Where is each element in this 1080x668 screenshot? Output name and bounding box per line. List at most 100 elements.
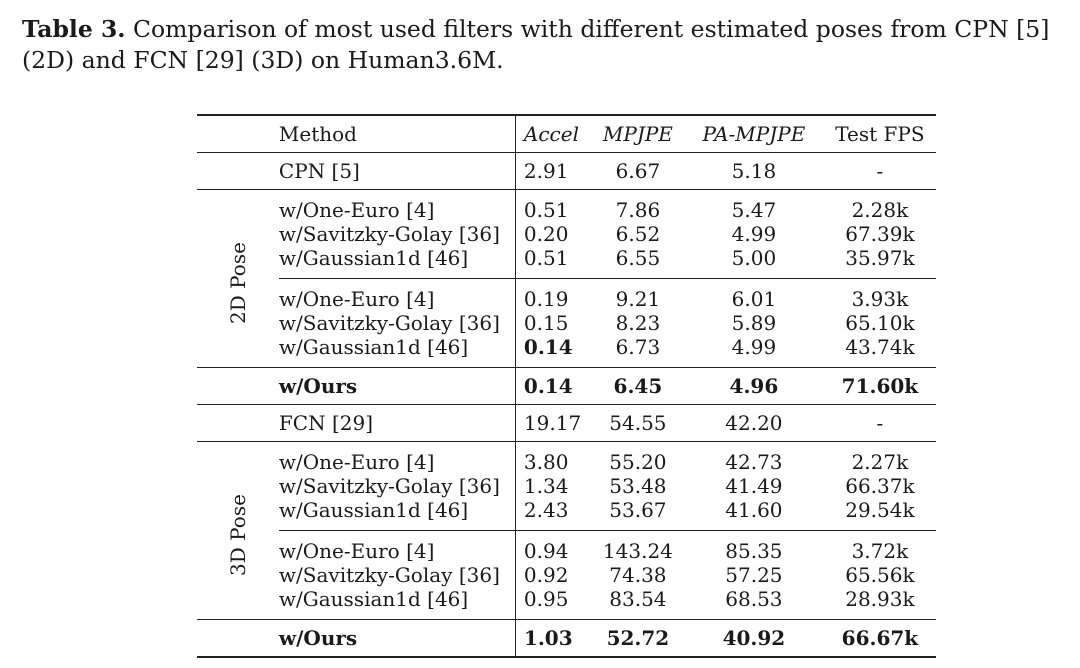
cell-fps: 3.93k (823, 278, 936, 311)
header-mpjpe: MPJPE (591, 114, 684, 153)
header-row: Method Accel MPJPE PA-MPJPE Test FPS (197, 114, 936, 153)
caption-text: Comparison of most used filters with dif… (22, 15, 1050, 74)
cell-pa-mpjpe: 4.99 (731, 335, 777, 359)
header-group-cell (197, 114, 279, 153)
cell-pa-mpjpe: 68.53 (725, 587, 783, 611)
table-row-ours: w/Ours 1.03 52.72 40.92 66.67k (197, 619, 936, 658)
cell-pa-mpjpe: 41.49 (725, 474, 783, 498)
cell-mpjpe: 6.52 (615, 222, 661, 246)
cell-accel: 0.51 (514, 189, 592, 222)
cell-method: w/Gaussian1d [46] (278, 335, 469, 359)
cell-pa-mpjpe: 4.99 (731, 222, 777, 246)
section-label: 3D Pose (225, 493, 250, 576)
caption-label: Table 3. (22, 15, 126, 43)
cell-pa-mpjpe: 5.89 (731, 311, 777, 335)
cell-method-ours: w/Ours (278, 619, 516, 658)
cell-method: w/Savitzky-Golay [36] (278, 222, 500, 246)
table-row: 3D Pose w/One-Euro [4] 3.80 55.20 42.73 … (197, 441, 936, 620)
cell-pa-mpjpe-ours: 40.92 (683, 619, 824, 658)
cell-mpjpe: 6.67 (591, 152, 684, 190)
cell-mpjpe: 9.21 (591, 278, 684, 311)
cell-mpjpe-ours: 52.72 (591, 619, 684, 658)
cell-method: w/Savitzky-Golay [36] (278, 563, 500, 587)
cell-method: w/Gaussian1d [46] (278, 587, 469, 611)
cell-mpjpe: 8.23 (615, 311, 661, 335)
cell-fps: 2.27k (823, 441, 936, 474)
table-row: w/Savitzky-Golay [36] 0.20 6.52 4.99 67.… (197, 222, 936, 246)
table-row: w/Gaussian1d [46] 2.43 53.67 41.60 29.54… (197, 498, 936, 531)
cell-method: CPN [5] (278, 152, 516, 190)
header-accel: Accel (514, 114, 592, 153)
results-table: Method Accel MPJPE PA-MPJPE Test FPS CPN… (197, 114, 936, 658)
cell-accel: 0.92 (514, 563, 592, 587)
cell-fps-ours: 71.60k (823, 367, 936, 405)
cell-accel-ours: 0.14 (514, 367, 592, 405)
table-row: w/One-Euro [4] 0.19 9.21 6.01 3.93k (197, 278, 936, 311)
cell-accel: 0.94 (514, 530, 592, 563)
cell-mpjpe: 53.48 (609, 474, 667, 498)
group-spacer (197, 152, 279, 190)
cell-fps: 3.72k (823, 530, 936, 563)
table-row: w/Gaussian1d [46] 0.95 83.54 68.53 28.93… (197, 587, 936, 620)
cell-accel: 3.80 (514, 441, 592, 474)
table-row: w/Savitzky-Golay [36] 1.34 53.48 41.49 6… (197, 474, 936, 498)
cell-pa-mpjpe: 6.01 (683, 278, 824, 311)
cell-pa-mpjpe: 42.73 (683, 441, 824, 474)
cell-pa-mpjpe: 5.18 (683, 152, 824, 190)
cell-fps-ours: 66.67k (823, 619, 936, 658)
cell-method: w/One-Euro [4] (278, 530, 516, 563)
header-test-fps: Test FPS (823, 114, 936, 153)
section-3d-pose: FCN [29] 19.17 54.55 42.20 - 3D Pose w/O… (197, 404, 936, 658)
cell-accel: 0.15 (514, 311, 592, 335)
cell-accel: 0.19 (514, 278, 592, 311)
cell-method: w/One-Euro [4] (278, 441, 516, 474)
cell-fps: 67.39k (845, 222, 915, 246)
cell-method: w/Savitzky-Golay [36] (278, 311, 500, 335)
cell-mpjpe-ours: 6.45 (591, 367, 684, 405)
cell-method-ours: w/Ours (278, 367, 516, 405)
cell-method: w/Gaussian1d [46] (278, 246, 469, 270)
cell-fps: - (823, 152, 936, 190)
cell-fps: 65.10k (845, 311, 915, 335)
header-method: Method (278, 114, 516, 153)
table-row: w/Gaussian1d [46] 0.51 6.55 5.00 35.97k (197, 246, 936, 279)
cell-mpjpe: 143.24 (591, 530, 684, 563)
cell-accel: 0.51 (514, 246, 592, 279)
cell-fps: - (823, 404, 936, 442)
cell-pa-mpjpe: 5.00 (731, 246, 777, 270)
cell-mpjpe: 6.73 (615, 335, 661, 359)
cell-fps: 65.56k (845, 563, 915, 587)
cell-accel: 0.20 (514, 222, 592, 246)
cell-pa-mpjpe: 42.20 (683, 404, 824, 442)
cell-mpjpe: 55.20 (591, 441, 684, 474)
section-label: 2D Pose (225, 241, 250, 324)
cell-accel: 19.17 (514, 404, 592, 442)
cell-mpjpe: 7.86 (591, 189, 684, 222)
cell-accel: 0.95 (514, 587, 592, 620)
cell-mpjpe: 54.55 (591, 404, 684, 442)
header-pa-mpjpe: PA-MPJPE (683, 114, 824, 153)
cell-accel: 2.91 (514, 152, 592, 190)
cell-fps: 43.74k (845, 335, 915, 359)
cell-fps: 66.37k (845, 474, 915, 498)
cell-method: FCN [29] (278, 404, 516, 442)
cell-method: w/Gaussian1d [46] (278, 498, 469, 522)
cell-fps: 28.93k (845, 587, 915, 611)
group-spacer (197, 619, 279, 658)
cell-fps: 29.54k (845, 498, 915, 522)
cell-mpjpe: 74.38 (609, 563, 667, 587)
cell-fps: 2.28k (823, 189, 936, 222)
cell-accel: 1.34 (514, 474, 592, 498)
cell-mpjpe: 53.67 (609, 498, 667, 522)
cell-pa-mpjpe: 85.35 (683, 530, 824, 563)
group-spacer (197, 367, 279, 405)
cell-fps: 35.97k (845, 246, 915, 270)
cell-pa-mpjpe: 57.25 (725, 563, 783, 587)
cell-method: w/One-Euro [4] (278, 278, 516, 311)
cell-mpjpe: 6.55 (615, 246, 661, 270)
section-2d-pose: CPN [5] 2.91 6.67 5.18 - 2D Pose w/One-E… (197, 152, 936, 405)
cell-pa-mpjpe: 5.47 (683, 189, 824, 222)
table-row: w/Savitzky-Golay [36] 0.15 8.23 5.89 65.… (197, 311, 936, 335)
cell-accel-ours: 1.03 (514, 619, 592, 658)
table-row-ours: w/Ours 0.14 6.45 4.96 71.60k (197, 367, 936, 405)
